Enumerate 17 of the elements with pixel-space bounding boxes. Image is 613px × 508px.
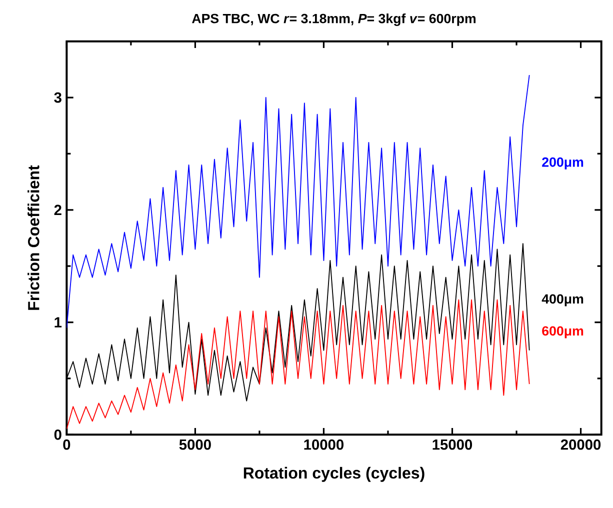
x-tick-label: 20000 [560,439,601,450]
chart-title: APS TBC, WC r= 3.18mm, P= 3kgf v= 600rpm [192,13,476,26]
series-label: 600μm [542,326,584,338]
series-label: 400μm [542,294,584,306]
line-series [66,299,530,430]
y-axis-title: Friction Coefficient [28,165,40,310]
x-tick-label: 5000 [179,439,211,450]
y-tick-label: 0 [54,429,62,440]
x-tick-label: 10000 [304,439,344,450]
x-tick-label: 15000 [432,439,472,450]
y-tick-label: 1 [54,317,62,328]
x-axis-title: Rotation cycles (cycles) [244,466,424,482]
line-series [66,74,530,328]
y-tick-label: 3 [54,92,62,103]
y-tick-label: 2 [54,204,62,216]
series-label: 200μm [542,157,584,170]
x-tick-label: 0 [63,439,70,450]
